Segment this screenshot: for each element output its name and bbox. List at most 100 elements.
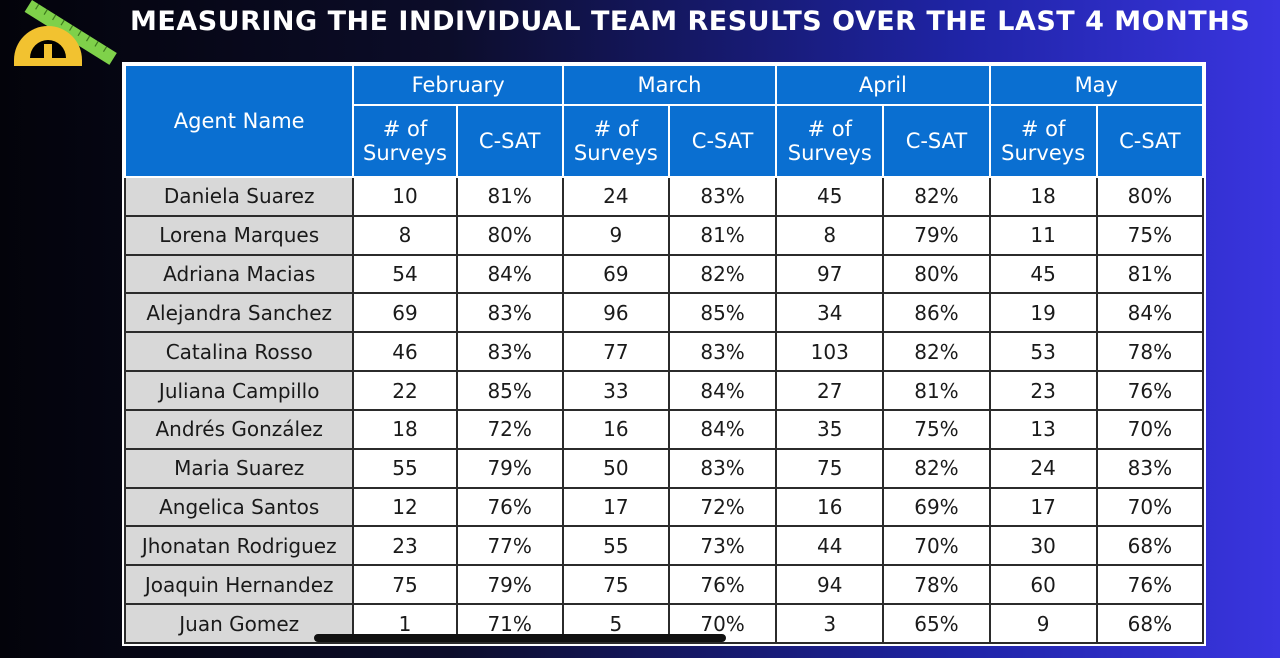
surveys-count-cell: 10 <box>352 176 458 217</box>
surveys-count-cell: 69 <box>352 292 458 334</box>
csat-cell: 68% <box>1095 525 1205 567</box>
month-header-april: April <box>775 64 991 106</box>
surveys-count-cell: 75 <box>352 564 458 606</box>
surveys-count-cell: 33 <box>561 370 670 411</box>
csat-cell: 82% <box>667 253 778 295</box>
surveys-subheader: # of Surveys <box>775 104 885 178</box>
csat-cell: 85% <box>667 292 778 334</box>
table-row: Jhonatan Rodriguez 23 77% 55 73% 44 70% 30 68% <box>123 525 1205 567</box>
surveys-count-cell: 45 <box>775 176 885 217</box>
surveys-count-cell: 13 <box>988 408 1098 450</box>
csat-cell: 75% <box>882 408 991 450</box>
table-row: Daniela Suarez 10 81% 24 83% 45 82% 18 80% <box>123 176 1205 217</box>
surveys-count-cell: 96 <box>561 292 670 334</box>
agent-name-cell: Joaquin Hernandez <box>123 564 355 606</box>
surveys-count-cell: 17 <box>988 486 1098 528</box>
surveys-count-cell: 8 <box>775 214 885 256</box>
surveys-count-cell: 35 <box>775 408 885 450</box>
surveys-subheader: # of Surveys <box>352 104 458 178</box>
csat-cell: 85% <box>455 370 564 411</box>
csat-cell: 83% <box>667 331 778 373</box>
surveys-count-cell: 23 <box>988 370 1098 411</box>
surveys-count-cell: 18 <box>988 176 1098 217</box>
agent-name-cell: Catalina Rosso <box>123 331 355 373</box>
agent-name-cell: Daniela Suarez <box>123 176 355 217</box>
surveys-count-cell: 97 <box>775 253 885 295</box>
surveys-count-cell: 23 <box>352 525 458 567</box>
table-row: Juliana Campillo 22 85% 33 84% 27 81% 23 76% <box>123 370 1205 411</box>
csat-cell: 76% <box>455 486 564 528</box>
csat-cell: 84% <box>455 253 564 295</box>
csat-cell: 72% <box>455 408 564 450</box>
csat-cell: 78% <box>1095 331 1205 373</box>
surveys-count-cell: 75 <box>775 447 885 489</box>
table-row: Joaquin Hernandez 75 79% 75 76% 94 78% 60 76% <box>123 564 1205 606</box>
surveys-count-cell: 8 <box>352 214 458 256</box>
csat-cell: 83% <box>1095 447 1205 489</box>
table-row: Catalina Rosso 46 83% 77 83% 103 82% 53 78% <box>123 331 1205 373</box>
csat-cell: 68% <box>1095 603 1205 644</box>
csat-cell: 83% <box>455 331 564 373</box>
surveys-count-cell: 75 <box>561 564 670 606</box>
csat-cell: 83% <box>455 292 564 334</box>
csat-subheader: C-SAT <box>667 104 778 178</box>
table-row: Maria Suarez 55 79% 50 83% 75 82% 24 83% <box>123 447 1205 489</box>
subheader-row: # of Surveys C-SAT # of Surveys C-SAT # of Surv… <box>125 104 1205 178</box>
surveys-count-cell: 19 <box>988 292 1098 334</box>
csat-cell: 80% <box>1095 176 1205 217</box>
surveys-count-cell: 11 <box>988 214 1098 256</box>
csat-cell: 79% <box>455 564 564 606</box>
surveys-count-cell: 60 <box>988 564 1098 606</box>
csat-cell: 76% <box>1095 370 1205 411</box>
csat-cell: 65% <box>882 603 991 644</box>
horizontal-scrollbar[interactable] <box>314 634 726 642</box>
surveys-subheader: # of Surveys <box>988 104 1098 178</box>
agent-name-cell: Adriana Macias <box>123 253 355 295</box>
csat-cell: 79% <box>882 214 991 256</box>
surveys-count-cell: 50 <box>561 447 670 489</box>
month-header-may: May <box>988 64 1205 106</box>
surveys-count-cell: 54 <box>352 253 458 295</box>
surveys-subheader: # of Surveys <box>561 104 670 178</box>
agent-name-cell: Maria Suarez <box>123 447 355 489</box>
month-header-february: February <box>352 64 564 106</box>
surveys-count-cell: 34 <box>775 292 885 334</box>
table-row: Lorena Marques 8 80% 9 81% 8 79% 11 75% <box>123 214 1205 256</box>
csat-cell: 69% <box>882 486 991 528</box>
csat-cell: 83% <box>667 447 778 489</box>
surveys-count-cell: 53 <box>988 331 1098 373</box>
csat-cell: 77% <box>455 525 564 567</box>
agent-name-cell: Lorena Marques <box>123 214 355 256</box>
csat-cell: 82% <box>882 176 991 217</box>
csat-cell: 84% <box>1095 292 1205 334</box>
csat-cell: 84% <box>667 370 778 411</box>
surveys-count-cell: 94 <box>775 564 885 606</box>
surveys-count-cell: 69 <box>561 253 670 295</box>
month-header-march: March <box>561 64 778 106</box>
table-row: Adriana Macias 54 84% 69 82% 97 80% 45 81% <box>123 253 1205 295</box>
surveys-count-cell: 22 <box>352 370 458 411</box>
csat-cell: 70% <box>882 525 991 567</box>
csat-cell: 78% <box>882 564 991 606</box>
table-row: Alejandra Sanchez 69 83% 96 85% 34 86% 19 84% <box>123 292 1205 334</box>
agent-name-cell: Juliana Campillo <box>123 370 355 411</box>
csat-cell: 70% <box>1095 486 1205 528</box>
surveys-count-cell: 77 <box>561 331 670 373</box>
csat-cell: 76% <box>667 564 778 606</box>
surveys-count-cell: 30 <box>988 525 1098 567</box>
csat-cell: 79% <box>455 447 564 489</box>
surveys-count-cell: 16 <box>561 408 670 450</box>
surveys-count-cell: 27 <box>775 370 885 411</box>
surveys-count-cell: 55 <box>352 447 458 489</box>
surveys-count-cell: 9 <box>988 603 1098 644</box>
results-table-container: Agent Name February March April May # of… <box>122 62 1206 646</box>
csat-cell: 86% <box>882 292 991 334</box>
csat-cell: 81% <box>882 370 991 411</box>
csat-cell: 84% <box>667 408 778 450</box>
csat-cell: 83% <box>667 176 778 217</box>
csat-cell: 75% <box>1095 214 1205 256</box>
csat-cell: 81% <box>1095 253 1205 295</box>
csat-cell: 82% <box>882 331 991 373</box>
csat-cell: 76% <box>1095 564 1205 606</box>
page-title: MEASURING THE INDIVIDUAL TEAM RESULTS OV… <box>130 6 1251 37</box>
